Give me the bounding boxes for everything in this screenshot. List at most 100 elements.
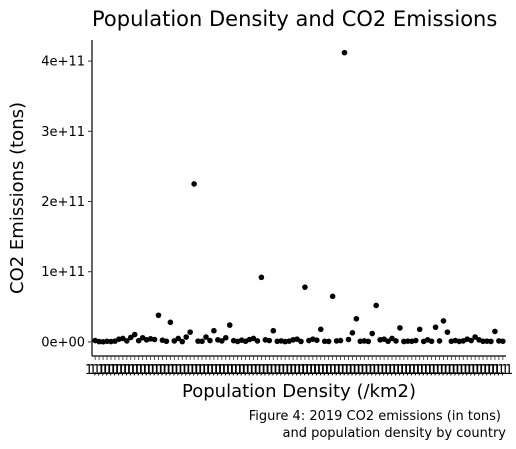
x-tick-label: 1,1 xyxy=(279,363,300,378)
x-tick-label: 1,1 xyxy=(318,363,339,378)
data-point xyxy=(488,338,494,345)
x-tick-label: 1,1 xyxy=(338,363,359,378)
x-tick-label: 1,1 xyxy=(200,363,221,378)
data-point xyxy=(131,331,138,338)
x-tick-label: 1,1 xyxy=(413,363,434,378)
data-point xyxy=(349,330,356,336)
x-tick-label: 1,1 xyxy=(219,363,240,378)
data-point xyxy=(219,338,225,344)
x-tick-label: 1,1 xyxy=(465,363,486,378)
data-point xyxy=(428,338,435,345)
data-point xyxy=(416,326,423,333)
x-tick-label: 1,1 xyxy=(243,363,264,378)
y-tick-label: 3e+11 xyxy=(41,125,85,140)
data-point xyxy=(266,337,273,344)
caption-line-1: Figure 4: 2019 CO2 emissions (in tons) xyxy=(249,409,501,424)
x-tick-label: 1,1 xyxy=(350,363,371,378)
data-point xyxy=(500,338,506,345)
x-tick-label: 1,1 xyxy=(172,363,193,378)
chart-title: Population Density and CO2 Emissions xyxy=(92,7,497,31)
data-point xyxy=(270,327,277,334)
data-point xyxy=(183,334,189,340)
data-point xyxy=(167,319,174,326)
data-point xyxy=(321,338,328,345)
x-tick-label: 1,1 xyxy=(330,363,351,378)
x-tick-label: 1,1 xyxy=(120,363,141,378)
x-tick-label: 1,1 xyxy=(124,363,145,378)
x-tick-label: 1,1 xyxy=(453,363,474,378)
data-point xyxy=(124,338,130,344)
y-axis: 0e+00 1e+11 2e+11 3e+11 4e+11 xyxy=(41,40,93,356)
y-tick-label: 2e+11 xyxy=(41,195,85,210)
x-tick-label: 1,1 xyxy=(492,363,513,378)
data-point xyxy=(207,337,213,344)
data-point xyxy=(135,337,142,344)
x-tick-label: 1,1 xyxy=(263,363,284,378)
x-tick-label: 1,1 xyxy=(417,363,438,378)
x-tick-label: 1,1 xyxy=(401,363,422,378)
y-tick-label: 1e+11 xyxy=(41,265,85,280)
x-tick-label: 1,1 xyxy=(105,363,126,378)
x-tick-label: 1,1 xyxy=(362,363,383,378)
data-point xyxy=(440,318,447,324)
x-tick-label: 1,1 xyxy=(429,363,450,378)
x-tick-label: 1,1 xyxy=(113,363,134,378)
data-point xyxy=(222,334,229,341)
data-point xyxy=(187,329,193,335)
x-tick-label: 1,1 xyxy=(152,363,173,378)
x-tick-label: 1,1 xyxy=(211,363,232,378)
x-tick-label: 1,1 xyxy=(247,363,268,378)
x-tick-label: 1,1 xyxy=(140,363,161,378)
data-point xyxy=(444,329,451,335)
y-tick-label: 0e+00 xyxy=(41,335,85,350)
x-tick-label: 1,1 xyxy=(314,363,335,378)
data-point xyxy=(175,335,182,342)
x-tick-label: 1,1 xyxy=(128,363,149,378)
data-point xyxy=(96,338,102,345)
data-point xyxy=(317,326,324,333)
x-tick-label: 1,1 xyxy=(283,363,304,378)
x-tick-label: 1,1 xyxy=(259,363,280,378)
x-axis-title: Population Density (/km2) xyxy=(182,381,416,402)
x-tick-label: 1,1 xyxy=(489,363,510,378)
data-point xyxy=(365,338,372,345)
data-point xyxy=(432,324,439,331)
x-tick-label: 1,1 xyxy=(310,363,331,378)
data-point xyxy=(163,338,170,345)
data-point xyxy=(472,334,478,340)
x-tick-label: 1,1 xyxy=(303,363,324,378)
x-tick-label: 1,1 xyxy=(477,363,498,378)
data-point xyxy=(325,338,332,345)
x-tick-label: 1,1 xyxy=(346,363,367,378)
data-point xyxy=(302,284,308,290)
x-tick-label: 1,1 xyxy=(445,363,466,378)
data-point xyxy=(397,325,403,331)
x-tick-label: 1,1 xyxy=(148,363,169,378)
x-tick-label: 1,1 xyxy=(386,363,407,378)
x-tick-label: 1,1 xyxy=(425,363,446,378)
x-tick-label: 1,1 xyxy=(382,363,403,378)
x-tick-label: 1,1 xyxy=(457,363,478,378)
x-tick-label: 1,1 xyxy=(85,363,106,378)
x-tick-label: 1,1 xyxy=(397,363,418,378)
x-tick-label: 1,1 xyxy=(326,363,347,378)
x-tick-label: 1,1 xyxy=(449,363,470,378)
x-tick-label: 1,1 xyxy=(97,363,118,378)
x-tick-label: 1,1 xyxy=(251,363,272,378)
x-tick-label: 1,1 xyxy=(437,363,458,378)
x-tick-label: 1,1 xyxy=(109,363,130,378)
x-tick-label: 1,1 xyxy=(299,363,320,378)
x-tick-label: 1,1 xyxy=(215,363,236,378)
data-point xyxy=(203,334,209,340)
data-point xyxy=(329,293,336,300)
data-point xyxy=(393,338,399,344)
x-tick-label: 1,1 xyxy=(378,363,399,378)
x-tick-label: 1,1 xyxy=(239,363,260,378)
x-tick-label: 1,1 xyxy=(176,363,197,378)
data-point xyxy=(353,315,360,322)
data-point xyxy=(369,330,376,337)
x-tick-label: 1,1 xyxy=(255,363,276,378)
data-point xyxy=(226,322,233,328)
x-tick-label: 1,1 xyxy=(160,363,181,378)
x-tick-label: 1,1 xyxy=(322,363,343,378)
